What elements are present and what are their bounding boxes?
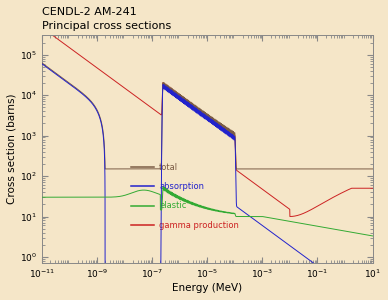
Text: CENDL-2 AM-241
Principal cross sections: CENDL-2 AM-241 Principal cross sections [42,7,171,31]
Text: gamma production: gamma production [159,221,239,230]
Text: total: total [159,163,178,172]
Text: elastic: elastic [159,201,187,210]
Text: absorption: absorption [159,182,204,191]
X-axis label: Energy (MeV): Energy (MeV) [172,283,242,293]
Y-axis label: Cross section (barns): Cross section (barns) [7,94,17,204]
